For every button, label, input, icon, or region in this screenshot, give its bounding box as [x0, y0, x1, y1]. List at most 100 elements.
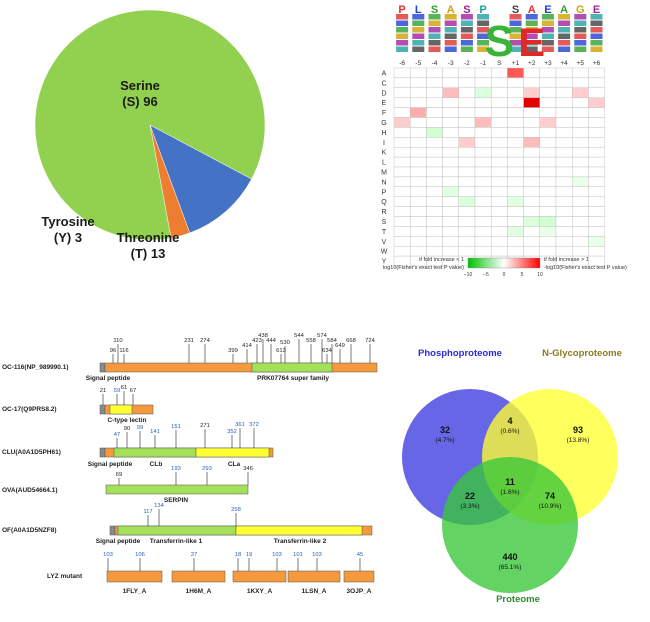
heatmap-cell	[474, 97, 492, 108]
heatmap-cell	[474, 245, 492, 257]
lyz-id-label: 1LSN_A	[302, 588, 327, 595]
clb-domain	[113, 447, 197, 458]
heatmap-cell	[555, 186, 573, 197]
logo-stack-glyph	[525, 46, 538, 52]
logo-stack-glyph	[541, 14, 554, 20]
heatmap-cell	[442, 196, 459, 207]
logo-stack-glyph	[412, 46, 425, 52]
heatmap-row-label: V	[382, 239, 387, 246]
logo-stack-glyph	[558, 27, 571, 33]
site-of-label: 134	[154, 503, 164, 509]
heatmap-cell	[426, 156, 443, 168]
heatmap-cell	[523, 216, 541, 227]
logo-stack-glyph	[477, 40, 490, 46]
heatmap-cell	[490, 127, 508, 138]
logo-stack-glyph	[574, 33, 587, 39]
heatmap-cell	[588, 67, 605, 79]
heatmap-cell	[539, 226, 557, 237]
heatmap-cell	[571, 166, 589, 178]
heatmap-cell	[490, 236, 508, 247]
heatmap-cell	[571, 156, 589, 168]
logo-stack-glyph	[558, 46, 571, 52]
heatmap-cell	[490, 67, 508, 79]
domain-label-cla: CLa	[228, 461, 241, 468]
lyz-bar-1LSN_A	[287, 570, 341, 583]
transferrin-like-2-domain	[235, 525, 363, 536]
heatmap-cell	[571, 206, 589, 217]
heatmap-cell	[490, 137, 508, 148]
signal-peptide-bar	[99, 404, 106, 415]
heatmap-row-label: N	[381, 179, 386, 186]
venn-count-nr: 74	[545, 491, 555, 501]
heatmap-cell	[410, 97, 427, 108]
heatmap-cell	[410, 127, 427, 138]
heatmap-cell	[474, 137, 492, 148]
heatmap-cell	[393, 176, 411, 187]
heatmap-cell	[539, 245, 557, 257]
pie-slice-threonine	[149, 124, 252, 234]
heatmap-cell	[393, 226, 411, 237]
heatmap-cell	[507, 77, 524, 89]
colorbar-tick: 10	[537, 272, 543, 278]
venn-label-proteome: Proteome	[496, 594, 540, 605]
heatmap-cell	[426, 206, 443, 217]
heatmap-cell	[555, 87, 573, 98]
site-lyz-label: 45	[357, 552, 363, 558]
heatmap-cell	[571, 216, 589, 227]
heatmap-cell	[393, 216, 411, 227]
site-oc116-label: 423	[252, 338, 262, 344]
heatmap-cell	[410, 87, 427, 98]
cla-domain	[195, 447, 270, 458]
heatmap-cell	[507, 166, 524, 178]
heatmap-cell	[588, 156, 605, 168]
heatmap-cell	[555, 67, 573, 79]
heatmap-cell	[474, 77, 492, 89]
heatmap-cell	[571, 97, 589, 108]
logo-stack-glyph	[590, 27, 603, 33]
domain-label-clu-signal-peptide: Signal peptide	[88, 461, 133, 468]
logo-letter: E	[544, 4, 551, 16]
lyz-id-label: 1H6M_A	[186, 588, 212, 595]
logo-stack-glyph	[541, 33, 554, 39]
heatmap-row-label: L	[382, 160, 386, 167]
site-lyz-label: 101	[293, 552, 303, 558]
heatmap-cell	[555, 216, 573, 227]
heatmap-cell	[555, 146, 573, 158]
logo-stack-glyph	[590, 46, 603, 52]
protein-name-lyz-mutant: LYZ mutant	[47, 573, 83, 580]
pie-slice-serine	[34, 9, 266, 241]
heatmap-cell	[442, 176, 459, 187]
signal-peptide-bar	[109, 525, 116, 536]
heatmap-cell	[474, 206, 492, 217]
heatmap-cell	[490, 107, 508, 118]
heatmap-cell	[588, 127, 605, 138]
heatmap-cell	[507, 156, 524, 168]
heatmap-row-label: F	[382, 110, 386, 117]
heatmap-cell	[490, 186, 508, 197]
heatmap-cell	[410, 226, 427, 237]
domain-label-of-signal-peptide: Signal peptide	[96, 538, 141, 545]
site-oc116-label: 544	[294, 333, 304, 339]
heatmap-cell	[474, 236, 492, 247]
heatmap-col-label: -3	[448, 60, 454, 67]
protein-name-ova: OVA(AUD54664.1)	[2, 487, 58, 494]
logo-stack-glyph	[460, 33, 473, 39]
heatmap-cell	[442, 117, 459, 128]
heatmap-cell	[555, 176, 573, 187]
logo-stack-glyph	[509, 40, 522, 46]
heatmap-cell	[523, 156, 541, 168]
site-oc116-label: 574	[317, 333, 327, 339]
heatmap-row-label: T	[382, 229, 387, 236]
heatmap-col-label: -6	[399, 60, 405, 67]
logo-stack-glyph	[558, 33, 571, 39]
logo-stack-glyph	[574, 27, 587, 33]
heatmap-cell	[523, 87, 541, 98]
heatmap-cell	[442, 87, 459, 98]
lyz-id-label: 1KXY_A	[247, 588, 273, 595]
heatmap-cell	[539, 196, 557, 207]
heatmap-cell	[393, 67, 411, 79]
heatmap-cell	[507, 176, 524, 187]
venn-label-phosphoproteome: Phosphoproteome	[418, 348, 502, 359]
heatmap-cell	[458, 216, 476, 227]
heatmap-cell	[426, 146, 443, 158]
